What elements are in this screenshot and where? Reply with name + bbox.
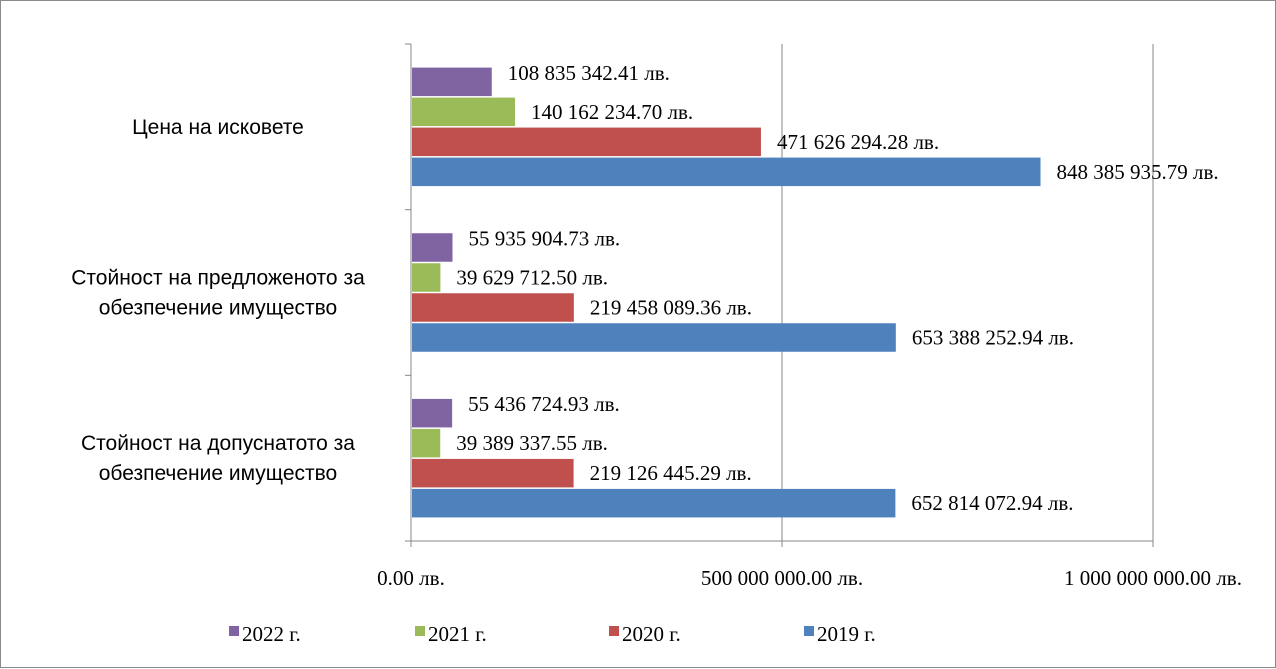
bar (412, 157, 1041, 187)
bar (412, 293, 574, 322)
legend-label: 2020 г. (622, 622, 681, 646)
category-label: Цена на исковете (132, 116, 304, 139)
x-tick-label: 500 000 000.00 лв. (701, 566, 863, 590)
legend-swatch (229, 626, 239, 636)
legend-swatch (415, 626, 425, 636)
data-label: 652 814 072.94 лв. (911, 491, 1073, 515)
bar (412, 428, 441, 458)
bar (412, 67, 492, 97)
category-label: обезпечение имущество (99, 297, 337, 320)
data-label: 219 458 089.36 лв. (590, 296, 752, 320)
data-label: 108 835 342.41 лв. (508, 61, 670, 85)
data-label: 219 126 445.29 лв. (590, 461, 752, 485)
legend-label: 2022 г. (242, 622, 301, 646)
category-label: Стойност на допуснатото за (81, 432, 355, 455)
bar (412, 97, 516, 127)
data-label: 39 629 712.50 лв. (456, 266, 608, 290)
legend-swatch (609, 626, 619, 636)
legend-swatch (804, 626, 814, 636)
legend-label: 2021 г. (428, 622, 487, 646)
bar (412, 323, 896, 352)
data-label: 55 935 904.73 лв. (469, 227, 621, 251)
data-label: 140 162 234.70 лв. (531, 100, 693, 124)
bar (412, 263, 441, 292)
bar (412, 398, 453, 428)
data-label: 848 385 935.79 лв. (1057, 160, 1219, 184)
bar (412, 233, 453, 262)
category-label: Стойност на предложеното за (71, 267, 365, 290)
data-label: 55 436 724.93 лв. (468, 392, 620, 416)
data-label: 653 388 252.94 лв. (912, 326, 1074, 350)
data-label: 39 389 337.55 лв. (456, 431, 608, 455)
x-tick-label: 0.00 лв. (377, 566, 445, 590)
bar (412, 488, 896, 518)
bar (412, 127, 761, 157)
category-label: обезпечение имущество (99, 462, 337, 485)
legend-label: 2019 г. (817, 622, 876, 646)
bar (412, 458, 574, 488)
data-label: 471 626 294.28 лв. (777, 130, 939, 154)
x-tick-label: 1 000 000 000.00 лв. (1064, 566, 1242, 590)
